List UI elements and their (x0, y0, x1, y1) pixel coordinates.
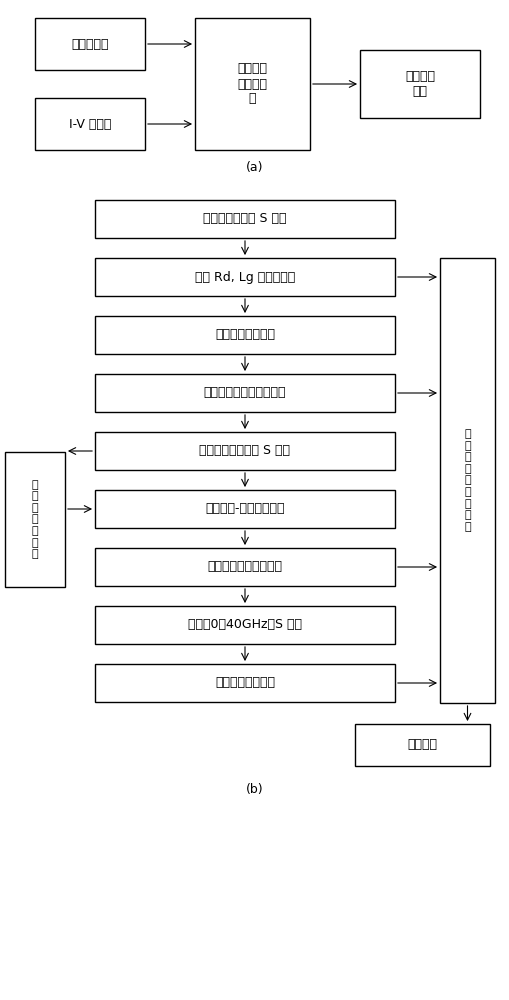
Bar (95, 258, 395, 296)
Bar (440, 258, 495, 703)
Text: 内核模型
与建模软
件: 内核模型 与建模软 件 (238, 62, 268, 105)
Bar (95, 490, 395, 528)
Bar (95, 432, 395, 470)
Text: 测量（0～40GHz）S 参数: 测量（0～40GHz）S 参数 (188, 618, 302, 632)
Bar (95, 548, 395, 586)
Bar (95, 664, 395, 702)
Bar (95, 606, 395, 644)
Text: 提取高频特性参数: 提取高频特性参数 (215, 676, 275, 690)
Bar (5, 452, 65, 587)
Text: 测量全区域小信号 S 参数: 测量全区域小信号 S 参数 (200, 444, 291, 458)
Bar (35, 98, 145, 150)
Bar (95, 316, 395, 354)
Text: 所
有
模
型
参
数
最
优
化: 所 有 模 型 参 数 最 优 化 (464, 429, 471, 532)
Text: 软件拟和得直流模型参数: 软件拟和得直流模型参数 (204, 386, 286, 399)
Text: I-V 测试仪: I-V 测试仪 (69, 117, 111, 130)
Text: 获得电容-电压特性曲线: 获得电容-电压特性曲线 (205, 502, 285, 516)
Text: 提取三端电荷模型参数: 提取三端电荷模型参数 (208, 560, 282, 574)
Bar (35, 18, 145, 70)
Bar (95, 200, 395, 238)
Text: 小
信
号
参
数
提
取: 小 信 号 参 数 提 取 (32, 480, 38, 559)
Text: 最终输出: 最终输出 (408, 738, 438, 752)
Text: 模型参数
提取: 模型参数 提取 (405, 70, 435, 98)
Text: (b): (b) (246, 784, 263, 796)
Text: 网络分析仪: 网络分析仪 (71, 37, 109, 50)
Text: 测量器件直流特性: 测量器件直流特性 (215, 328, 275, 342)
Text: 提取 Rd, Lg 等寄生参数: 提取 Rd, Lg 等寄生参数 (195, 270, 295, 284)
Text: 测无偏和截止区 S 参数: 测无偏和截止区 S 参数 (203, 213, 287, 226)
Bar (195, 18, 310, 150)
Bar (95, 374, 395, 412)
Bar (360, 50, 480, 118)
Text: (a): (a) (246, 161, 263, 174)
Bar (355, 724, 490, 766)
